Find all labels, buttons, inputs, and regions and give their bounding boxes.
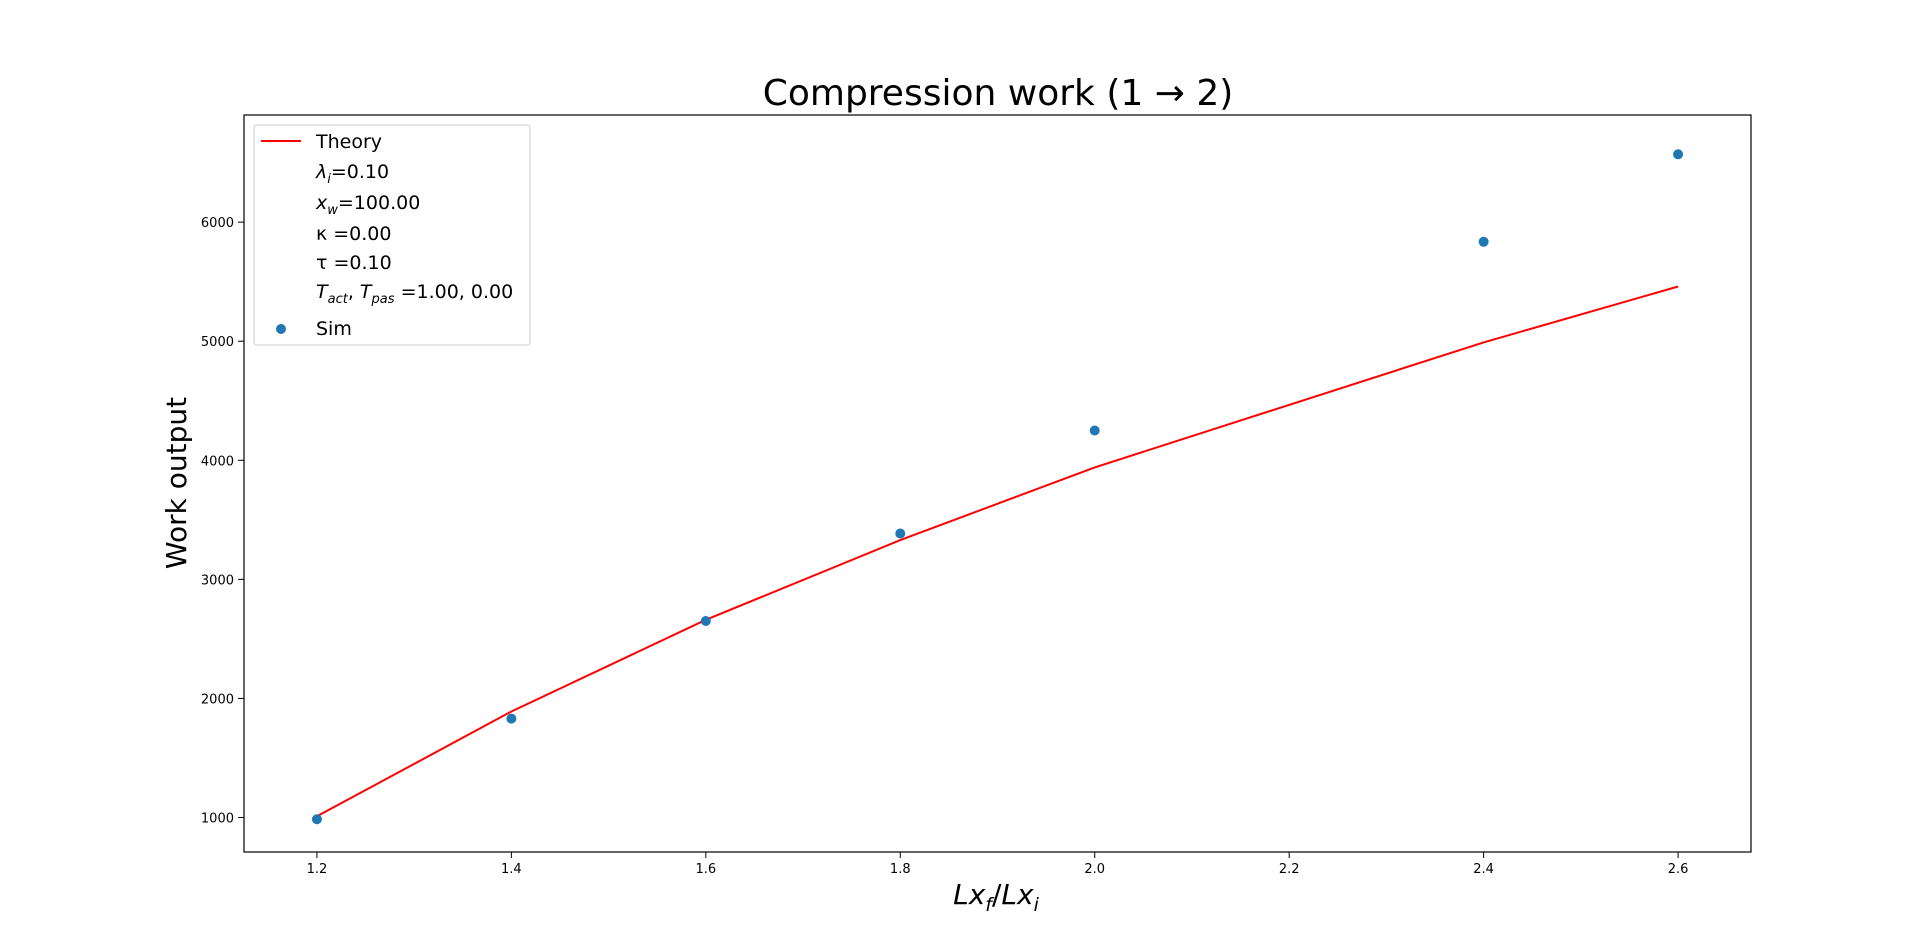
legend-param-kappa: κ =0.00 xyxy=(316,223,391,245)
chart-title: Compression work (1 → 2) xyxy=(763,73,1234,114)
plot-frame xyxy=(243,114,1752,853)
x-axis-label: Lxf/Lxi xyxy=(953,878,1039,916)
legend-theory-label: Theory xyxy=(315,131,382,153)
legend-param-tau: τ =0.10 xyxy=(316,252,392,274)
y-tick-label: 2000 xyxy=(201,692,234,707)
legend-param-xw: xw=100.00 xyxy=(315,192,420,218)
legend-param-lambda: λi=0.10 xyxy=(315,161,389,187)
sim-point xyxy=(311,814,322,825)
legend-box xyxy=(253,124,531,346)
y-tick-label: 3000 xyxy=(201,573,234,588)
sim-point xyxy=(700,616,711,627)
sim-point xyxy=(895,528,906,539)
y-tick-label: 6000 xyxy=(201,216,234,231)
x-tick-label: 2.6 xyxy=(1668,862,1689,877)
x-tick-label: 1.6 xyxy=(695,862,716,877)
x-tick-label: 2.4 xyxy=(1473,862,1494,877)
sim-point xyxy=(506,713,517,724)
theory-line xyxy=(316,285,1679,818)
legend: Theory λi=0.10 xw=100.00 κ =0.00 τ =0.10… xyxy=(253,124,531,346)
x-tick-label: 1.8 xyxy=(890,862,911,877)
x-tick-label: 2.2 xyxy=(1279,862,1300,877)
sim-point xyxy=(1478,236,1489,247)
plot-area: 1.2 1.4 1.6 1.8 2.0 2.2 2.4 2.6 1000 2000 3000 4000… xyxy=(201,114,1752,877)
y-tick-label: 5000 xyxy=(201,335,234,350)
x-tick-label: 1.2 xyxy=(307,862,328,877)
x-tick-label: 2.0 xyxy=(1084,862,1105,877)
x-tick-label: 1.4 xyxy=(501,862,522,877)
y-tick-label: 4000 xyxy=(201,454,234,469)
sim-point xyxy=(1089,425,1100,436)
y-axis-label: Work output xyxy=(160,397,193,569)
y-tick-label: 1000 xyxy=(201,811,234,826)
axis-ticks: 1.2 1.4 1.6 1.8 2.0 2.2 2.4 2.6 1000 2000 3000 4000… xyxy=(201,216,1689,877)
legend-sim-swatch xyxy=(276,324,286,334)
legend-sim-label: Sim xyxy=(316,318,352,340)
sim-point xyxy=(1673,149,1684,160)
legend-param-temps: Tact, Tpas =1.00, 0.00 xyxy=(316,281,513,307)
sim-points xyxy=(311,149,1684,825)
